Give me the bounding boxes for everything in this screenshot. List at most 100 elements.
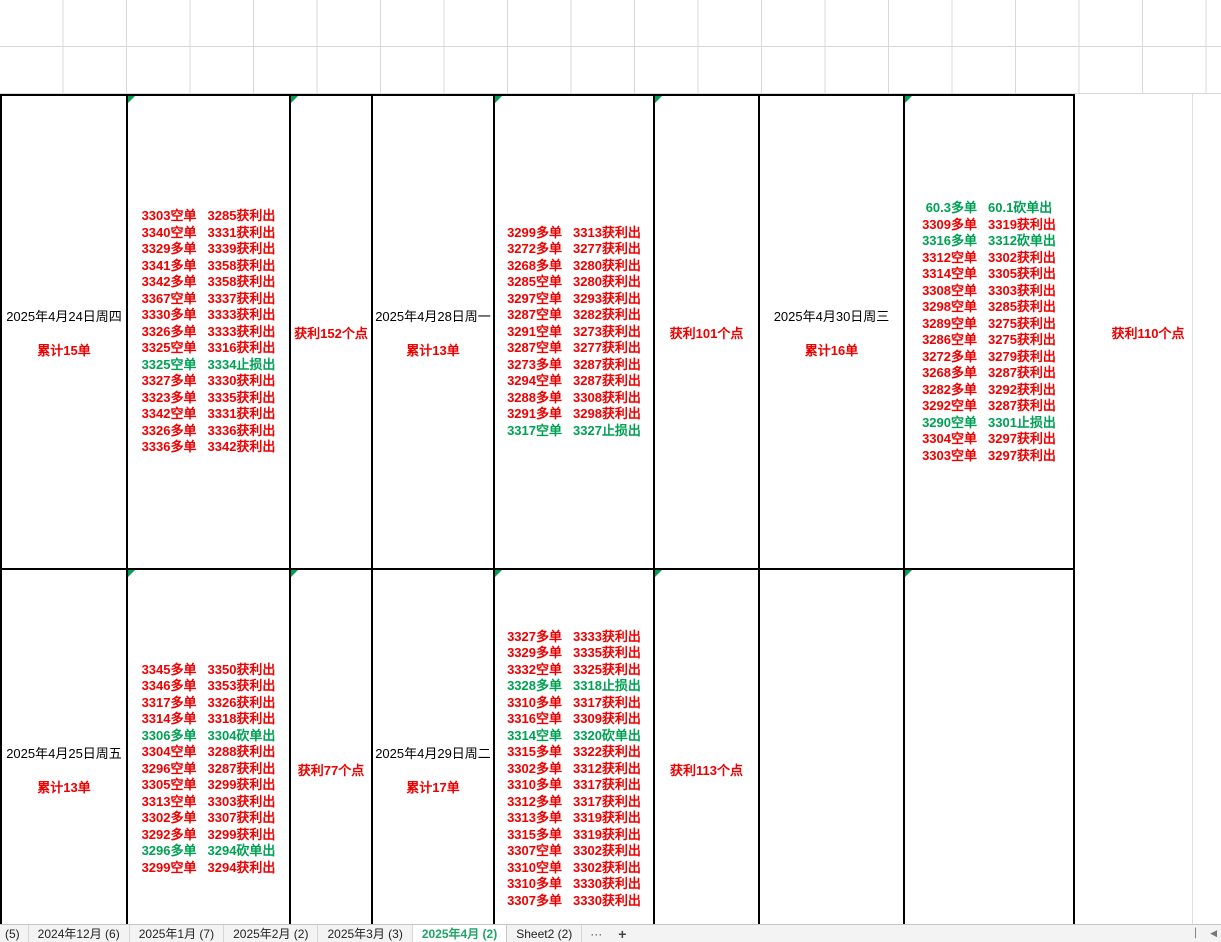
sheet-tab-bar: (5) 2024年12月 (6) 2025年1月 (7) 2025年2月 (2)… [0, 924, 1221, 942]
trade-line: 3294空单 3287获利出 [507, 373, 641, 390]
trade-close: 3297获利出 [988, 431, 1056, 446]
date-cell[interactable]: 2025年4月29日周二 累计17单 [373, 570, 495, 924]
trade-line: 3268多单 3287获利出 [922, 365, 1056, 382]
trade-close: 3318获利出 [207, 711, 276, 727]
sheet-tab[interactable]: 2025年4月 (2) [412, 925, 508, 942]
trade-close: 3304砍单出 [207, 727, 276, 743]
trade-open: 3314多单 [141, 711, 197, 727]
sheet-tab[interactable]: 2025年3月 (3) [318, 925, 413, 942]
trade-close: 3292获利出 [988, 381, 1056, 397]
trade-close: 3358获利出 [207, 274, 276, 290]
trade-count-label: 累计13单 [37, 779, 91, 795]
trade-line: 3367空单 3337获利出 [142, 291, 276, 308]
profit-cell[interactable]: 获利113个点 [655, 570, 760, 924]
trade-open: 3336多单 [141, 439, 197, 455]
stored-as-text-triangle-icon [128, 570, 135, 577]
trade-close: 3294砍单出 [207, 843, 276, 859]
trade-line: 3340空单 3331获利出 [142, 225, 276, 242]
trade-close: 3282获利出 [573, 307, 641, 323]
trade-open: 3313空单 [141, 793, 197, 809]
trades-cell[interactable]: 3303空单 3285获利出 3340空单 3331获利出 3329多单 333… [128, 94, 291, 570]
trade-open: 3273多单 [507, 356, 562, 372]
sheet-tab[interactable]: Sheet2 (2) [507, 925, 583, 942]
trade-open: 3315多单 [507, 744, 562, 760]
add-sheet-button[interactable]: + [618, 925, 627, 942]
trade-line: 3291多单 3298获利出 [507, 406, 641, 423]
trade-line: 3282多单 3292获利出 [922, 382, 1056, 399]
trade-line: 3297空单 3293获利出 [507, 291, 641, 308]
trade-close: 3335获利出 [573, 645, 641, 661]
trade-close: 3333获利出 [207, 307, 276, 323]
trade-line: 3310多单 3317获利出 [507, 777, 641, 794]
trade-close: 3287获利出 [573, 356, 641, 372]
trade-line: 3345多单 3350获利出 [142, 662, 276, 679]
trade-open: 3326多单 [141, 422, 197, 438]
sheet-tab[interactable]: 2025年1月 (7) [130, 925, 225, 942]
trade-open: 3272多单 [507, 241, 562, 257]
stored-as-text-triangle-icon [655, 570, 662, 577]
trade-close: 3302获利出 [573, 859, 641, 875]
tabbar-spacer [634, 925, 1191, 942]
trade-close: 3285获利出 [207, 208, 276, 224]
empty-spreadsheet-rows[interactable] [0, 0, 1221, 94]
trade-line: 3310多单 3330获利出 [507, 876, 641, 893]
profit-cell[interactable]: 获利77个点 [291, 570, 373, 924]
trade-open: 3345多单 [141, 661, 197, 677]
trade-open: 3286空单 [922, 332, 977, 347]
trade-line: 3296多单 3294砍单出 [142, 843, 276, 860]
trade-line: 3308空单 3303获利出 [922, 283, 1056, 300]
trade-close: 3297获利出 [988, 447, 1056, 463]
trade-close: 3288获利出 [207, 744, 276, 760]
profit-cell[interactable]: 获利152个点 [291, 94, 373, 570]
sheet-tab[interactable]: 2024年12月 (6) [29, 925, 130, 942]
trade-open: 3307空单 [507, 843, 562, 859]
trade-open: 3367空单 [141, 290, 197, 306]
scroll-left-arrow-icon[interactable]: ◀ [1210, 928, 1217, 938]
trade-line: 3313空单 3303获利出 [142, 794, 276, 811]
date-cell[interactable]: 2025年4月25日周五 累计13单 [0, 570, 128, 924]
column-gridline [1192, 94, 1193, 924]
profit-cell[interactable] [1075, 570, 1221, 924]
tab-divider-icon[interactable]: ▏ [1195, 928, 1203, 938]
more-sheets-button[interactable]: ··· [590, 926, 603, 941]
trade-close: 3337获利出 [207, 290, 276, 306]
trades-cell[interactable]: 3327多单 3333获利出 3329多单 3335获利出 3332空单 332… [495, 570, 655, 924]
trade-line: 3299空单 3294获利出 [142, 860, 276, 877]
trades-cell[interactable]: 60.3多单 60.1砍单出 3309多单 3319获利出 3316多单 331… [905, 94, 1075, 570]
trade-open: 3314空单 [507, 727, 562, 743]
trade-open: 3288多单 [507, 389, 562, 405]
trade-line: 3332空单 3325获利出 [507, 662, 641, 679]
profit-label: 获利110个点 [1111, 325, 1185, 341]
trades-cell[interactable]: 3299多单 3313获利出 3272多单 3277获利出 3268多单 328… [495, 94, 655, 570]
trade-close: 3317获利出 [573, 694, 641, 710]
trade-open: 3327多单 [507, 628, 562, 644]
date-cell[interactable] [760, 570, 905, 924]
trade-line: 3327多单 3330获利出 [142, 373, 276, 390]
date-cell[interactable]: 2025年4月30日周三 累计16单 [760, 94, 905, 570]
profit-cell[interactable]: 获利101个点 [655, 94, 760, 570]
trade-open: 3305空单 [141, 777, 197, 793]
trades-cell[interactable] [905, 570, 1075, 924]
trade-line: 3316多单 3312砍单出 [922, 233, 1056, 250]
profit-cell[interactable]: 获利110个点 [1075, 94, 1221, 570]
date-cell[interactable]: 2025年4月24日周四 累计15单 [0, 94, 128, 570]
trade-open: 3291多单 [507, 406, 562, 422]
trade-close: 3358获利出 [207, 257, 276, 273]
trade-close: 3277获利出 [573, 241, 641, 257]
sheet-tab[interactable]: 2025年2月 (2) [224, 925, 319, 942]
trade-open: 3317多单 [141, 694, 197, 710]
date-cell[interactable]: 2025年4月28日周一 累计13单 [373, 94, 495, 570]
sheet-tabs: 2024年12月 (6) 2025年1月 (7) 2025年2月 (2) 202… [29, 925, 583, 942]
trade-line: 3307多单 3330获利出 [507, 893, 641, 910]
trades-cell[interactable]: 3345多单 3350获利出 3346多单 3353获利出 3317多单 332… [128, 570, 291, 924]
trade-close: 3280获利出 [573, 257, 641, 273]
sheet-tab-partial[interactable]: (5) [0, 925, 29, 942]
trade-line: 3298空单 3285获利出 [922, 299, 1056, 316]
trade-open: 3315多单 [507, 826, 562, 842]
trade-line: 3272多单 3279获利出 [922, 349, 1056, 366]
trade-line: 3302多单 3312获利出 [507, 761, 641, 778]
trade-open: 3325空单 [141, 340, 197, 356]
trade-line: 3317多单 3326获利出 [142, 695, 276, 712]
trade-close: 3285获利出 [988, 299, 1056, 314]
trade-open: 3304空单 [922, 431, 977, 446]
